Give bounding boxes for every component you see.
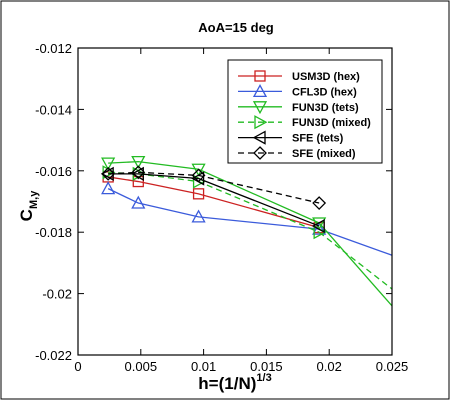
legend-marker <box>254 70 266 82</box>
series-line-fun3d-tets <box>108 160 320 224</box>
data-point-sfe-mixed <box>312 196 327 210</box>
x-tick-label: 0.005 <box>125 359 158 374</box>
legend-box <box>227 59 383 164</box>
series-sfe-mixed <box>101 165 327 210</box>
legend-marker <box>253 146 267 160</box>
legend-marker <box>254 115 268 130</box>
legend-item-sfe-mixed: SFE (mixed) <box>238 146 356 160</box>
data-point-sfe-mixed <box>191 168 206 183</box>
y-tick-label: -0.02 <box>42 287 72 302</box>
legend-marker <box>252 84 268 98</box>
x-tick-label: 0.02 <box>317 359 342 374</box>
series-fit-line-fun3d-tets <box>318 222 392 307</box>
x-tick-label: 0 <box>74 359 81 374</box>
x-axis-title-exponent: 1/3 <box>256 372 271 384</box>
legend-label: USM3D (hex) <box>292 71 360 83</box>
data-point-usm3d-hex <box>192 188 205 200</box>
series-fit-line-cfl3d-hex <box>318 228 392 256</box>
data-point-cfl3d-hex <box>191 209 206 223</box>
data-point-sfe-mixed <box>131 165 146 180</box>
legend-label: FUN3D (mixed) <box>292 117 371 129</box>
x-tick-label: 0.025 <box>376 359 409 374</box>
y-axis-title: CM,y <box>17 190 40 222</box>
plot-marks <box>100 155 392 307</box>
x-axis-title: h=(1/N)1/3 <box>198 372 271 393</box>
x-axis-title-main: h=(1/N) <box>198 374 256 393</box>
x-tick-label: 0.015 <box>250 359 283 374</box>
data-point-fun3d-tets <box>101 157 116 171</box>
legend-marker <box>252 101 268 115</box>
legend-item-sfe-tets: SFE (tets) <box>238 130 344 145</box>
y-tick-label: -0.012 <box>35 41 72 56</box>
data-point-fun3d-tets <box>191 163 206 177</box>
x-axis: 0 0.005 0.01 0.015 0.02 0.025 <box>74 48 408 374</box>
legend-item-fun3d-tets: FUN3D (tets) <box>238 101 359 115</box>
y-axis-title-main: C <box>17 209 36 221</box>
series-fit-line-fun3d-mixed <box>318 231 392 290</box>
data-point-cfl3d-hex <box>312 221 327 235</box>
chart-title: AoA=15 deg <box>198 20 274 35</box>
plot-area-border <box>77 47 393 356</box>
legend-marker <box>252 130 266 145</box>
y-tick-label: -0.018 <box>35 225 72 240</box>
data-point-sfe-mixed <box>101 166 116 181</box>
data-point-sfe-tets <box>311 218 325 234</box>
series-line-sfe-mixed <box>108 171 320 204</box>
y-tick-label: -0.022 <box>35 348 72 363</box>
legend-item-fun3d-mixed: FUN3D (mixed) <box>238 115 371 130</box>
legend-item-cfl3d-hex: CFL3D (hex) <box>238 84 357 98</box>
y-tick-label: -0.014 <box>35 102 72 117</box>
y-axis: -0.022 -0.02 -0.018 -0.016 -0.014 -0.012 <box>35 41 392 363</box>
data-point-fun3d-tets <box>131 155 146 169</box>
data-point-cfl3d-hex <box>131 195 146 209</box>
legend-label: FUN3D (tets) <box>292 102 359 114</box>
data-point-cfl3d-hex <box>101 181 116 195</box>
series-line-cfl3d-hex <box>107 188 320 230</box>
x-tick-label: 0.01 <box>191 359 216 374</box>
y-tick-label: -0.016 <box>35 164 72 179</box>
legend-item-usm3d-hex: USM3D (hex) <box>238 70 360 83</box>
legend: USM3D (hex) CFL3D (hex) FUN3D (tets) FUN3D … <box>227 59 383 164</box>
legend-label: SFE (tets) <box>292 133 344 145</box>
series-fun3d-tets <box>101 155 392 307</box>
legend-label: SFE (mixed) <box>292 148 356 160</box>
y-axis-title-subscript: M,y <box>28 190 40 209</box>
legend-label: CFL3D (hex) <box>292 86 357 98</box>
series-cfl3d-hex <box>101 181 392 256</box>
data-point-fun3d-tets <box>312 217 327 231</box>
series-line-sfe-tets <box>108 173 320 227</box>
series-line-usm3d-hex <box>108 176 320 229</box>
